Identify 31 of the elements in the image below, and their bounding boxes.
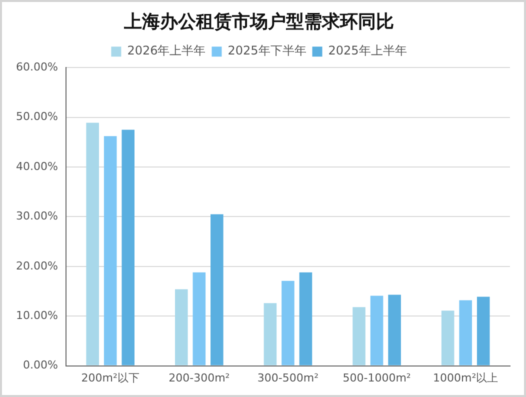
bar [441,310,454,366]
bar [352,307,366,366]
bar [175,289,188,366]
bar [264,303,277,366]
bar [86,122,99,366]
y-tick-label: 50.00% [16,110,58,124]
bar [459,300,472,366]
x-tick-label: 300-500m² [257,371,319,384]
y-tick-label: 0.00% [22,358,58,372]
y-tick-label: 30.00% [16,210,58,223]
legend-label: 2026年上半年 [127,44,206,58]
x-tick-label: 1000m²以上 [433,371,498,384]
bar [370,296,384,366]
bar [282,280,294,366]
x-tick-label: 200-300m² [168,371,230,384]
legend-label: 2025年上半年 [328,44,407,58]
bar [388,294,401,366]
legend-label: 2025年下半年 [228,44,306,58]
chart-title: 上海办公租赁市场户型需求环同比 [123,11,394,32]
bar [476,296,490,366]
x-tick-label: 500-1000m² [342,371,411,384]
bar [299,272,312,366]
bar [192,272,206,366]
y-tick-label: 40.00% [16,160,58,173]
bar [210,214,224,366]
bar [104,136,117,366]
y-tick-label: 20.00% [16,259,58,272]
bar [122,130,135,366]
y-tick-label: 60.00% [16,60,58,74]
x-tick-label: 200m²以下 [81,371,140,384]
y-tick-label: 10.00% [16,308,58,322]
